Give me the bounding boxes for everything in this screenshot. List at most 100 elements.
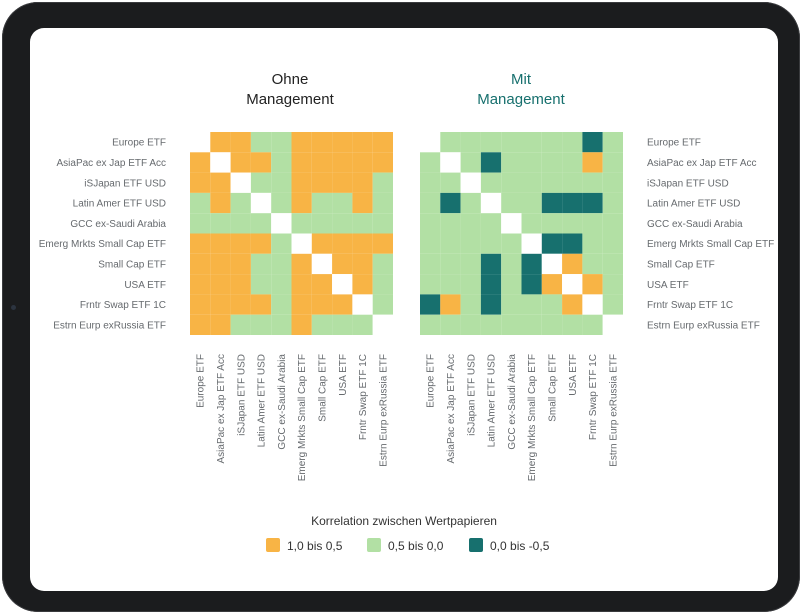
right-heatmap-cell: [562, 152, 583, 173]
right-heatmap-cell: [420, 213, 441, 234]
left-heatmap-cell: [190, 132, 211, 153]
legend-label: 0,0 bis -0,5: [490, 539, 550, 553]
right-row-label: Small Cap ETF: [647, 259, 715, 270]
right-heatmap-cell: [541, 314, 563, 335]
left-row-label: iSJapan ETF USD: [84, 178, 166, 189]
right-heatmap-cell: [582, 132, 603, 153]
left-heatmap-cell: [311, 233, 333, 254]
left-heatmap-cell: [352, 253, 373, 275]
left-heatmap-cell: [291, 213, 312, 234]
right-column-labels: Europe ETF AsiaPac ex Jap ETF Acc iSJapan …: [426, 354, 620, 482]
left-heatmap-cell: [250, 314, 272, 335]
right-heatmap-cell: [420, 172, 441, 193]
left-heatmap-cell: [311, 132, 333, 153]
left-heatmap-cell: [230, 172, 251, 193]
left-heatmap-cell: [372, 294, 393, 315]
left-heatmap-cell: [230, 192, 251, 214]
left-heatmap-cell: [250, 192, 272, 214]
right-heatmap-cell: [420, 132, 441, 153]
right-heatmap-cell: [440, 213, 461, 234]
left-row-label: Estrn Eurp exRussia ETF: [53, 320, 166, 331]
left-row-label: Latin Amer ETF USD: [73, 199, 166, 210]
right-heatmap-cell: [562, 172, 583, 193]
right-heatmap-cell: [562, 213, 583, 234]
right-heatmap-cell: [521, 274, 542, 295]
left-heatmap-cell: [332, 213, 353, 234]
left-heatmap-cell: [352, 274, 373, 295]
right-heatmap-cell: [440, 274, 461, 295]
left-heatmap-cell: [230, 274, 251, 295]
right-heatmap-cell: [480, 192, 502, 214]
left-heatmap-cell: [210, 274, 231, 295]
left-heatmap-cell: [271, 213, 292, 234]
right-heatmap-cell: [582, 152, 603, 173]
right-heatmap-cell: [460, 213, 481, 234]
right-heatmap-cell: [562, 253, 583, 275]
right-heatmap-cell: [602, 213, 623, 234]
right-heatmap-cell: [602, 192, 623, 214]
right-heatmap-cell: [440, 192, 461, 214]
right-heatmap-cell: [501, 274, 522, 295]
right-heatmap-cell: [501, 294, 522, 315]
left-heatmap-cell: [332, 314, 353, 335]
left-row-labels: Europe ETF AsiaPac ex Jap ETF Acc iSJapan …: [39, 138, 167, 332]
right-chart-title-line-1: Mit: [511, 71, 532, 88]
left-column-label: iSJapan ETF USD: [236, 354, 247, 436]
left-row-label: USA ETF: [124, 280, 166, 291]
right-heatmap-cell: [420, 233, 441, 254]
right-column-label: USA ETF: [568, 354, 579, 396]
right-heatmap-cell: [541, 233, 563, 254]
left-heatmap-cell: [372, 233, 393, 254]
right-row-label: AsiaPac ex Jap ETF Acc: [647, 158, 757, 169]
right-heatmap-cell: [420, 152, 441, 173]
right-heatmap-cell: [541, 152, 563, 173]
left-heatmap-cell: [271, 274, 292, 295]
left-heatmap-cell: [332, 253, 353, 275]
right-heatmap-cell: [460, 294, 481, 315]
right-heatmap-cell: [480, 233, 502, 254]
left-heatmap-cell: [271, 192, 292, 214]
right-heatmap-cell: [440, 172, 461, 193]
left-chart-title-line-2: Management: [246, 91, 334, 108]
right-column-label: Latin Amer ETF USD: [487, 354, 498, 447]
left-column-label: USA ETF: [338, 354, 349, 396]
left-heatmap-cell: [190, 233, 211, 254]
legend-label: 0,5 bis 0,0: [388, 539, 444, 553]
right-heatmap-cell: [541, 294, 563, 315]
left-heatmap-cell: [311, 314, 333, 335]
left-heatmap-cell: [210, 213, 231, 234]
left-heatmap-cell: [311, 152, 333, 173]
legend-swatch-o: [266, 538, 280, 552]
left-column-label: Europe ETF: [196, 354, 207, 408]
left-heatmap-cell: [271, 152, 292, 173]
right-heatmap-cell: [521, 152, 542, 173]
right-heatmap-cell: [541, 192, 563, 214]
left-heatmap-cell: [271, 132, 292, 153]
left-heatmap-cell: [250, 253, 272, 275]
right-heatmap-cell: [460, 274, 481, 295]
right-heatmap-cell: [420, 294, 441, 315]
left-heatmap-cell: [291, 132, 312, 153]
left-heatmap-cell: [210, 314, 231, 335]
left-heatmap-cell: [352, 314, 373, 335]
left-heatmap-cell: [230, 314, 251, 335]
right-heatmap-cell: [420, 314, 441, 335]
left-chart-title: Ohne Management: [246, 71, 334, 108]
right-row-label: Frntr Swap ETF 1C: [647, 300, 733, 311]
right-heatmap-cell: [582, 192, 603, 214]
left-heatmap-cell: [250, 294, 272, 315]
right-heatmap-cell: [521, 213, 542, 234]
left-heatmap-cell: [230, 132, 251, 153]
right-heatmap-cell: [582, 213, 603, 234]
right-heatmap-cell: [480, 172, 502, 193]
right-heatmap-cell: [582, 233, 603, 254]
left-heatmap-cell: [332, 172, 353, 193]
right-row-label: Emerg Mrkts Small Cap ETF: [647, 239, 774, 250]
left-heatmap-cell: [230, 294, 251, 315]
right-column-label: Emerg Mrkts Small Cap ETF: [527, 354, 538, 481]
right-heatmap-cell: [521, 172, 542, 193]
right-heatmap-cell: [521, 253, 542, 275]
left-heatmap-cell: [271, 253, 292, 275]
left-heatmap-cell: [372, 213, 393, 234]
